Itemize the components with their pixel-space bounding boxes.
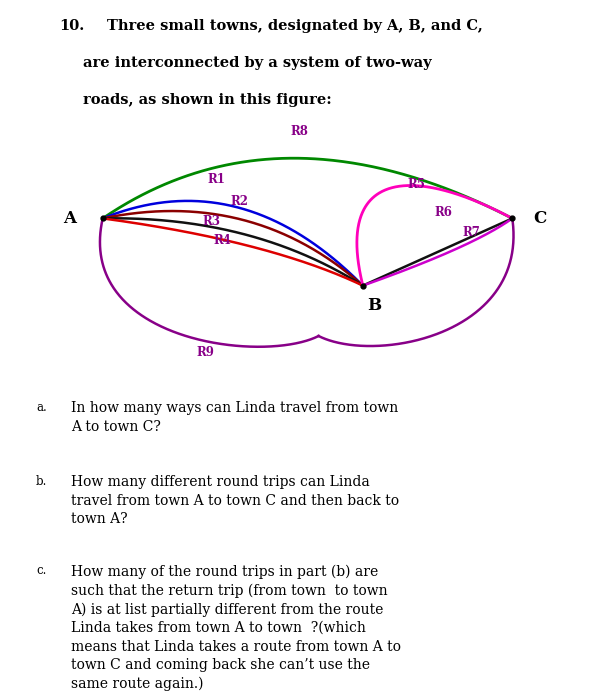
Text: R1: R1 — [208, 173, 226, 186]
Text: Three small towns, designated by A, B, and C,: Three small towns, designated by A, B, a… — [107, 19, 483, 33]
Text: R2: R2 — [230, 195, 248, 208]
Text: c.: c. — [36, 564, 46, 578]
Text: R5: R5 — [407, 178, 425, 191]
Text: B: B — [367, 297, 381, 314]
Text: R4: R4 — [213, 234, 231, 247]
Text: In how many ways can Linda travel from town
A to town C?: In how many ways can Linda travel from t… — [71, 401, 399, 433]
Text: How many of the round trips in part (b) are
such that the return trip (from town: How many of the round trips in part (b) … — [71, 564, 402, 691]
Text: a.: a. — [36, 401, 47, 414]
Text: R8: R8 — [291, 125, 309, 138]
Text: How many different round trips can Linda
travel from town A to town C and then b: How many different round trips can Linda… — [71, 475, 400, 526]
Text: 10.: 10. — [60, 19, 85, 33]
Text: are interconnected by a system of two-way: are interconnected by a system of two-wa… — [83, 56, 432, 70]
Text: C: C — [533, 210, 547, 227]
Text: R3: R3 — [202, 215, 220, 228]
Text: b.: b. — [36, 475, 47, 488]
Text: R9: R9 — [197, 346, 215, 359]
Text: R7: R7 — [462, 226, 480, 239]
Text: R6: R6 — [435, 206, 453, 219]
Text: A: A — [63, 210, 76, 227]
Text: roads, as shown in this figure:: roads, as shown in this figure: — [83, 92, 332, 106]
